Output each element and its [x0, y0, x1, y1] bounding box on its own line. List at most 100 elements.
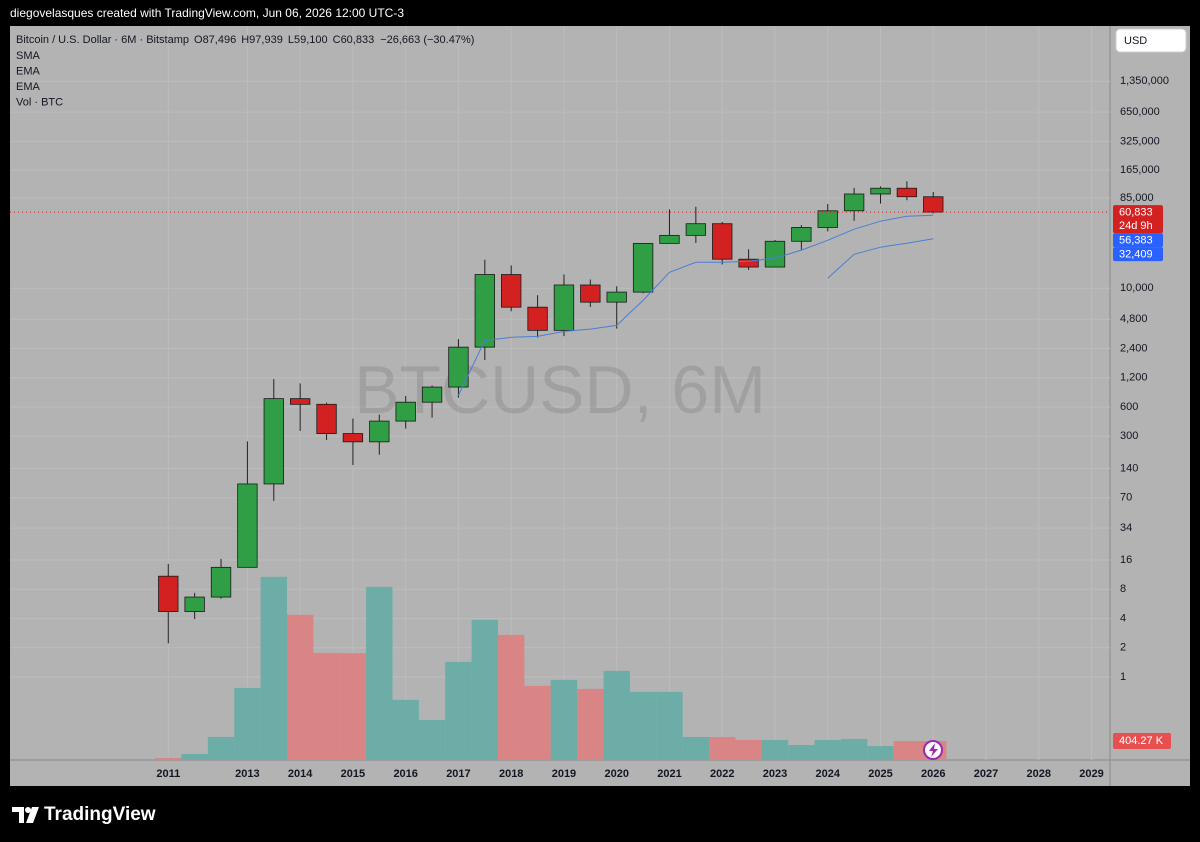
- ohlc-value: 87,496: [203, 34, 237, 46]
- volume-bar: [313, 652, 340, 760]
- volume-bar: [207, 736, 235, 760]
- x-tick-label: 2022: [710, 768, 734, 780]
- candle-body: [606, 291, 627, 303]
- candle-body: [395, 401, 416, 422]
- volume-bar: [788, 744, 815, 760]
- volume-bar: [550, 679, 578, 760]
- x-tick-label: 2024: [816, 768, 841, 780]
- candle-body: [632, 242, 654, 293]
- line-value-label: 56,383: [1119, 234, 1153, 246]
- volume-bar: [814, 739, 841, 760]
- ohlc-key: L: [288, 34, 294, 46]
- volume-bar: [260, 576, 287, 760]
- y-tick-label: 4,800: [1120, 313, 1148, 325]
- candle-body: [817, 210, 838, 228]
- candle-body: [870, 187, 891, 195]
- ohlc-value: 97,939: [249, 34, 283, 46]
- candle-body: [553, 284, 575, 331]
- candle-body: [764, 240, 786, 268]
- x-tick-label: 2019: [552, 768, 576, 780]
- volume-bar: [498, 634, 525, 760]
- volume-value-label: 404.27 K: [1119, 735, 1164, 747]
- attribution: diegovelasques created with TradingView.…: [10, 6, 404, 20]
- volume-bar: [735, 739, 762, 760]
- candle-body: [659, 234, 680, 244]
- candle-body: [316, 403, 337, 434]
- candle-body: [474, 274, 495, 348]
- legend: Bitcoin / U.S. Dollar · 6M · Bitstamp O87…: [16, 34, 474, 109]
- volume-bar: [867, 745, 894, 760]
- x-tick-label: 2017: [446, 768, 470, 780]
- candle-body: [290, 398, 311, 405]
- indicator-line: [457, 214, 934, 396]
- volume-bar: [155, 757, 182, 760]
- candle-body: [527, 306, 548, 331]
- logo-dot: [25, 807, 31, 813]
- x-tick-label: 2029: [1079, 768, 1103, 780]
- candle-body: [896, 187, 918, 198]
- countdown-label: 24d 9h: [1119, 220, 1153, 232]
- currency-label[interactable]: USD: [1124, 35, 1147, 47]
- y-tick-label: 2: [1120, 642, 1126, 654]
- y-tick-label: 600: [1120, 401, 1138, 413]
- candle-body: [210, 566, 232, 598]
- footer-logo: [12, 807, 39, 823]
- y-tick-label: 2,400: [1120, 342, 1148, 354]
- x-tick-label: 2013: [235, 768, 259, 780]
- y-tick-label: 140: [1120, 462, 1138, 474]
- y-tick-label: 300: [1120, 430, 1138, 442]
- volume-bar: [709, 736, 736, 760]
- candle-body: [342, 433, 364, 443]
- y-tick-label: 165,000: [1120, 164, 1160, 176]
- x-tick-label: 2020: [604, 768, 628, 780]
- volume-bar: [286, 614, 314, 760]
- x-tick-label: 2014: [288, 768, 313, 780]
- last-price-label: 60,833: [1119, 206, 1153, 218]
- candle-body: [237, 483, 258, 568]
- x-tick-label: 2018: [499, 768, 523, 780]
- logo-mark: [26, 807, 39, 823]
- y-tick-label: 16: [1120, 554, 1132, 566]
- candle-body: [421, 386, 443, 403]
- volume-bar: [234, 687, 261, 760]
- ohlc-key: C: [333, 34, 341, 46]
- y-tick-label: 325,000: [1120, 135, 1160, 147]
- footer-brand: TradingView: [44, 804, 156, 825]
- y-tick-label: 85,000: [1120, 192, 1154, 204]
- volume-bar: [629, 691, 657, 760]
- volume-bar: [603, 670, 630, 760]
- y-tick-label: 650,000: [1120, 106, 1160, 118]
- chart-background: [10, 26, 1190, 786]
- last-price-box: [1113, 205, 1163, 234]
- legend-main: Bitcoin / U.S. Dollar · 6M · Bitstamp O87…: [16, 34, 474, 46]
- line-value-box: [1113, 247, 1163, 262]
- candle-body: [184, 596, 205, 612]
- ohlc-value: 59,100: [294, 34, 328, 46]
- line-value-box: [1113, 233, 1163, 248]
- candle-body: [263, 398, 284, 485]
- ohlc-key: O: [194, 34, 203, 46]
- currency-button[interactable]: [1115, 28, 1187, 53]
- logo-mark: [12, 807, 24, 823]
- axes: 1 2 4 8 16 34 70 140 300 600 1,200 2,400 4,800 10,000…: [156, 75, 1171, 780]
- volume-bar: [893, 740, 921, 760]
- volume-bar: [392, 699, 419, 760]
- x-tick-label: 2023: [763, 768, 787, 780]
- candle-body: [712, 223, 733, 260]
- indicator-name: Vol · BTC: [16, 96, 63, 108]
- y-tick-label: 4: [1120, 612, 1126, 624]
- candle-body: [158, 575, 179, 612]
- y-tick-label: 1,200: [1120, 372, 1148, 384]
- indicator-name: SMA: [16, 50, 41, 62]
- replay-icon-bolt: [929, 743, 938, 757]
- volume-bar: [577, 688, 604, 760]
- legend-change: −26,663 (−30.47%): [380, 34, 474, 46]
- y-tick-label: 34: [1120, 522, 1132, 534]
- legend-title: Bitcoin / U.S. Dollar · 6M · Bitstamp: [16, 34, 189, 46]
- y-tick-label: 70: [1120, 492, 1132, 504]
- candle-body: [923, 196, 944, 213]
- line-value-label: 32,409: [1119, 248, 1153, 260]
- candle-body: [738, 258, 759, 268]
